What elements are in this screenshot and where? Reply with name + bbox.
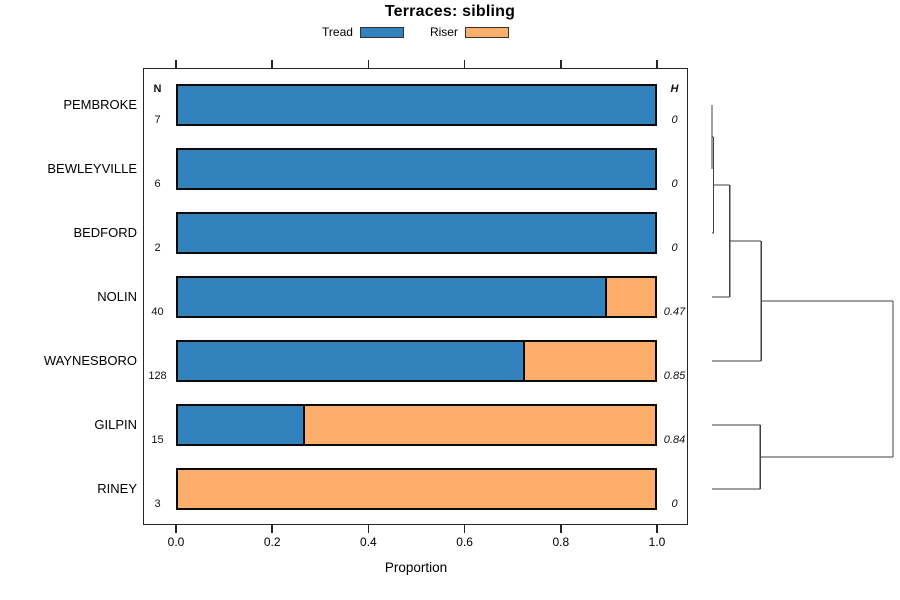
bar-segment-tread [178, 86, 655, 124]
legend-riser-swatch [464, 26, 509, 38]
bar-row [176, 148, 657, 190]
h-value: 0 [671, 242, 678, 254]
h-value: 0.85 [663, 370, 686, 382]
x-axis-tick-top [560, 60, 562, 68]
site-label: BEDFORD [73, 225, 137, 240]
x-axis-tick-bottom [656, 525, 658, 533]
bar-segment-riser [305, 406, 655, 444]
chart-title: Terraces: sibling [384, 3, 516, 20]
site-label: WAYNESBORO [43, 353, 137, 368]
h-value: 0.84 [663, 434, 686, 446]
h-value: 0 [671, 178, 678, 190]
x-axis-tick-label: 0.0 [167, 535, 185, 549]
bar-segment-riser [607, 278, 655, 316]
n-value: 3 [154, 498, 161, 510]
bar-row [176, 404, 657, 446]
site-label: BEWLEYVILLE [47, 161, 137, 176]
legend: Tread Riser [143, 25, 688, 39]
n-column-header: N [153, 83, 162, 95]
x-axis-tick-top [463, 60, 466, 68]
x-axis-tick-label: 0.2 [263, 535, 281, 549]
bar-row [176, 340, 657, 382]
bar-segment-tread [178, 406, 306, 444]
legend-item-tread: Tread [322, 25, 404, 39]
legend-item-riser: Riser [430, 25, 509, 39]
x-axis-tick-label: 0.8 [552, 535, 570, 549]
bar-row [176, 276, 657, 318]
plot-area [143, 68, 688, 525]
x-axis-tick-label: 0.6 [456, 535, 473, 549]
site-label: PEMBROKE [63, 97, 137, 112]
x-axis-tick-top [175, 60, 177, 68]
h-value: 0 [671, 114, 678, 126]
bar-row [176, 84, 657, 126]
x-axis-tick-top [656, 60, 658, 68]
bar-row [176, 468, 657, 510]
bar-row [176, 212, 657, 254]
bar-segment-tread [178, 278, 608, 316]
site-label: NOLIN [97, 289, 137, 304]
n-value: 15 [151, 434, 164, 446]
h-value: 0.47 [663, 306, 686, 318]
h-column-header: H [670, 83, 679, 95]
x-axis-tick-bottom [175, 525, 177, 533]
n-value: 128 [148, 370, 167, 382]
bar-segment-tread [178, 214, 655, 252]
bar-segment-riser [178, 470, 655, 508]
x-axis-tick-bottom [367, 525, 370, 533]
x-axis-tick-label: 1.0 [648, 535, 666, 549]
x-axis-tick-label: 0.4 [360, 535, 377, 549]
legend-tread-label: Tread [322, 25, 353, 39]
x-axis-tick-bottom [463, 525, 466, 533]
n-value: 7 [154, 114, 161, 126]
x-axis-tick-bottom [271, 525, 273, 533]
legend-riser-label: Riser [429, 25, 458, 39]
h-value: 0 [671, 498, 678, 510]
x-axis-tick-bottom [560, 525, 562, 533]
site-label: GILPIN [94, 417, 137, 432]
legend-tread-swatch [359, 26, 404, 38]
x-axis-tick-top [367, 60, 370, 68]
x-axis-title: Proportion [384, 560, 448, 575]
x-axis-tick-top [271, 60, 273, 68]
n-value: 2 [154, 242, 161, 254]
bar-segment-riser [524, 342, 655, 380]
n-value: 40 [151, 306, 164, 318]
n-value: 6 [154, 178, 161, 190]
site-label: RINEY [97, 481, 137, 496]
bar-segment-tread [178, 150, 655, 188]
bar-segment-tread [178, 342, 525, 380]
